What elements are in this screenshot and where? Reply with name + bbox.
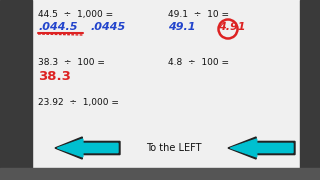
Bar bbox=[300, 0, 320, 180]
Polygon shape bbox=[228, 137, 295, 159]
Text: 38.3  ÷  100 =: 38.3 ÷ 100 = bbox=[38, 58, 105, 67]
Text: 4.91: 4.91 bbox=[218, 22, 245, 32]
Bar bbox=[0, 168, 320, 180]
Text: .0445: .0445 bbox=[90, 22, 125, 32]
Text: 49.1  ÷  10 =: 49.1 ÷ 10 = bbox=[168, 10, 229, 19]
Polygon shape bbox=[57, 139, 118, 157]
Text: 38.3: 38.3 bbox=[38, 70, 71, 83]
Text: 44.5  ÷  1,000 =: 44.5 ÷ 1,000 = bbox=[38, 10, 113, 19]
Text: 49.1: 49.1 bbox=[168, 22, 196, 32]
Bar bbox=[0, 0, 32, 180]
Text: 23.92  ÷  1,000 =: 23.92 ÷ 1,000 = bbox=[38, 98, 119, 107]
Polygon shape bbox=[230, 139, 293, 157]
Text: .044.5: .044.5 bbox=[38, 22, 77, 32]
Text: To the LEFT: To the LEFT bbox=[146, 143, 202, 153]
Polygon shape bbox=[55, 137, 120, 159]
Text: 4.8  ÷  100 =: 4.8 ÷ 100 = bbox=[168, 58, 229, 67]
